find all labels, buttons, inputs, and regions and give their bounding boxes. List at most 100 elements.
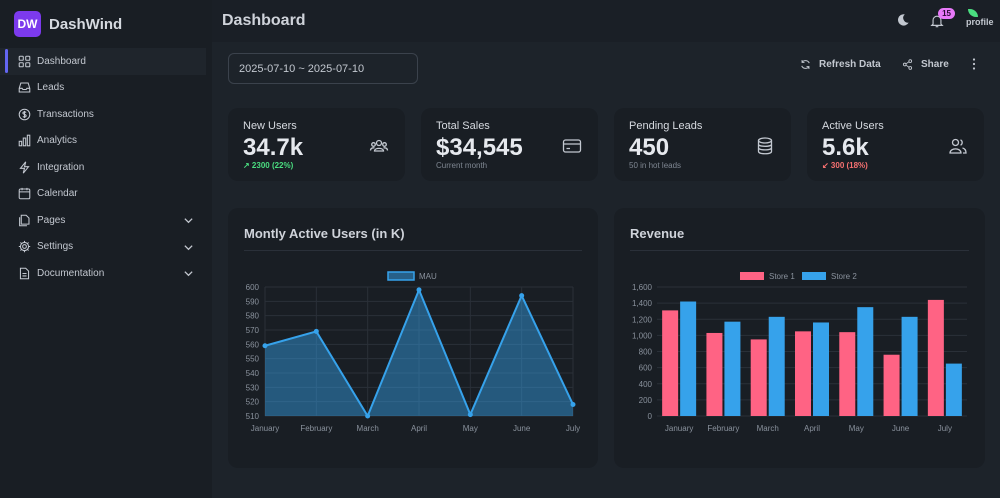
stat-value: 450 xyxy=(629,134,670,161)
topbar-actions: 15 profile xyxy=(880,0,1000,42)
share-button[interactable]: Share xyxy=(902,59,949,70)
mau-data-point xyxy=(416,287,422,293)
database-icon xyxy=(757,137,773,155)
squares-icon xyxy=(18,55,31,68)
y-tick-label: 1,000 xyxy=(632,331,653,340)
y-tick-label: 580 xyxy=(246,312,260,321)
sidebar-item-label: Settings xyxy=(37,241,74,253)
sidebar-item-pages[interactable]: Pages xyxy=(0,207,206,234)
chevron-down-icon[interactable] xyxy=(183,215,194,226)
more-options-icon[interactable] xyxy=(968,57,980,71)
x-tick-label: February xyxy=(300,424,332,433)
sidebar-item-dashboard[interactable]: Dashboard xyxy=(0,48,206,75)
divider xyxy=(244,250,582,251)
users-icon xyxy=(949,138,967,154)
brand[interactable]: DW DashWind xyxy=(14,11,122,37)
y-tick-label: 400 xyxy=(639,380,653,389)
mau-data-point xyxy=(467,412,473,418)
topbar: Dashboard 15 profile xyxy=(212,0,1000,42)
y-tick-label: 0 xyxy=(648,412,653,421)
sidebar-item-label: Calendar xyxy=(37,188,78,200)
mau-data-point xyxy=(519,293,525,299)
sidebar-item-calendar[interactable]: Calendar xyxy=(0,181,206,208)
store2-bar xyxy=(768,316,785,416)
sidebar-item-analytics[interactable]: Analytics xyxy=(0,128,206,155)
store1-bar xyxy=(839,332,856,416)
store2-bar xyxy=(813,322,829,416)
sidebar-item-label: Analytics xyxy=(37,135,78,147)
refresh-data-button[interactable]: Refresh Data xyxy=(800,59,881,70)
store2-bar xyxy=(724,321,741,416)
page-title: Dashboard xyxy=(222,12,306,29)
chevron-down-icon[interactable] xyxy=(183,268,194,279)
gear-icon xyxy=(18,241,31,253)
refresh-icon xyxy=(801,60,810,69)
notification-badge: 15 xyxy=(938,8,955,19)
store1-bar xyxy=(927,299,944,416)
stat-card-active-users: Active Users 5.6k ↙ 300 (18%) xyxy=(807,108,984,181)
y-tick-label: 540 xyxy=(246,369,260,378)
sidebar-item-label: Pages xyxy=(37,214,66,226)
sidebar-item-transactions[interactable]: Transactions xyxy=(0,101,206,128)
brand-name: DashWind xyxy=(49,15,123,33)
store1-bar xyxy=(706,332,723,416)
y-tick-label: 1,600 xyxy=(632,283,653,292)
legend-label: Store 2 xyxy=(831,272,857,281)
x-tick-label: January xyxy=(251,424,279,433)
legend-swatch xyxy=(802,272,826,280)
share-label: Share xyxy=(921,59,949,70)
date-range-input[interactable]: 2025-07-10 ~ 2025-07-10 xyxy=(228,53,418,84)
sidebar-item-label: Dashboard xyxy=(37,55,86,67)
stat-desc: 50 in hot leads xyxy=(629,161,682,170)
store1-bar xyxy=(795,331,811,416)
chart-title: Montly Active Users (in K) xyxy=(244,226,405,241)
revenue-chart-panel: Revenue Store 1 Store 2 1,600 1,400 1,200 1,0… xyxy=(614,208,985,468)
y-tick-label: 1,200 xyxy=(632,315,653,324)
y-tick-label: 590 xyxy=(246,297,260,306)
store2-bar xyxy=(945,363,962,416)
sidebar-item-leads[interactable]: Leads xyxy=(0,75,206,102)
dollar-icon xyxy=(18,108,31,121)
user-group-icon xyxy=(369,139,389,152)
y-tick-label: 800 xyxy=(639,348,653,357)
store1-bar xyxy=(750,339,767,416)
stat-value: 5.6k xyxy=(822,134,869,161)
y-tick-label: 200 xyxy=(639,396,653,405)
avatar[interactable]: profile xyxy=(966,9,1000,31)
x-tick-label: January xyxy=(665,424,693,433)
x-tick-label: April xyxy=(804,424,820,433)
share-icon xyxy=(902,59,913,70)
mau-data-point xyxy=(365,413,371,419)
y-tick-label: 530 xyxy=(246,383,260,392)
stat-label: Total Sales xyxy=(436,120,490,132)
mau-data-point xyxy=(313,328,319,334)
moon-icon[interactable] xyxy=(896,13,910,27)
y-tick-label: 520 xyxy=(246,398,260,407)
brand-logo: DW xyxy=(14,11,41,37)
mau-data-point xyxy=(570,402,576,408)
bar-chart-icon xyxy=(18,134,31,147)
stat-desc: Current month xyxy=(436,161,488,170)
stat-label: Active Users xyxy=(822,120,884,132)
sidebar-item-documentation[interactable]: Documentation xyxy=(0,260,206,287)
mau-area-fill xyxy=(265,289,573,416)
sidebar-item-label: Documentation xyxy=(37,267,105,279)
revenue-bar-chart: Store 1 Store 2 1,600 1,400 1,200 1,000 800 600… xyxy=(632,272,967,433)
x-tick-label: May xyxy=(463,424,478,433)
bolt-icon xyxy=(19,161,30,174)
x-tick-label: February xyxy=(707,424,739,433)
y-tick-label: 560 xyxy=(246,340,260,349)
legend-swatch xyxy=(740,272,764,280)
credit-card-icon xyxy=(562,139,582,153)
x-tick-label: June xyxy=(513,424,531,433)
sidebar-item-integration[interactable]: Integration xyxy=(0,154,206,181)
documents-icon xyxy=(19,214,30,227)
stat-desc: ↗ 2300 (22%) xyxy=(243,161,294,170)
calendar-icon xyxy=(18,188,31,200)
store2-bar xyxy=(901,316,918,416)
sidebar-item-settings[interactable]: Settings xyxy=(0,234,206,261)
document-icon xyxy=(19,267,30,280)
divider xyxy=(630,250,969,251)
sidebar-item-label: Leads xyxy=(37,82,65,94)
chevron-down-icon[interactable] xyxy=(183,242,194,253)
